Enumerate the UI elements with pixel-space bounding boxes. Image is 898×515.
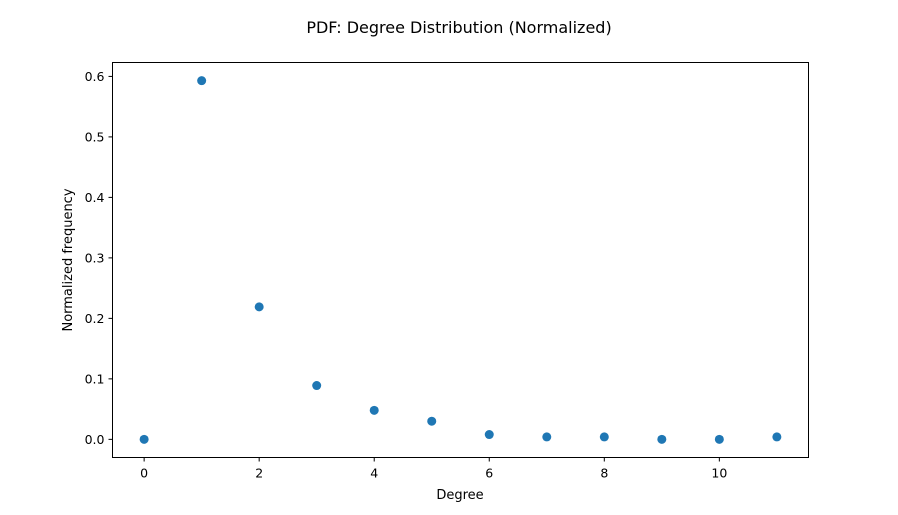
- y-tick-label: 0.5: [85, 129, 105, 144]
- y-tick-label: 0.0: [85, 432, 105, 447]
- data-point: [542, 432, 552, 442]
- x-tick-label: 2: [255, 466, 263, 481]
- y-axis: 0.0 0.1 0.2 0.3 0.4 0.5 0.6: [85, 69, 113, 447]
- data-point: [139, 434, 149, 444]
- y-tick-label: 0.1: [85, 371, 105, 386]
- data-point: [484, 430, 494, 440]
- y-tick-label: 0.2: [85, 311, 105, 326]
- y-tick-label: 0.3: [85, 250, 105, 265]
- plot-area: [112, 62, 809, 458]
- y-axis-label: Normalized frequency: [61, 188, 76, 331]
- x-tick-label: 4: [370, 466, 378, 481]
- data-point: [312, 381, 322, 391]
- data-point: [369, 405, 379, 415]
- data-point: [599, 432, 609, 442]
- y-tick-label: 0.4: [85, 190, 105, 205]
- data-point: [427, 416, 437, 426]
- x-tick-label: 10: [711, 466, 727, 481]
- x-axis-label: Degree: [436, 488, 483, 503]
- data-point: [657, 434, 667, 444]
- chart-title: PDF: Degree Distribution (Normalized): [306, 18, 611, 37]
- data-point: [714, 434, 724, 444]
- data-point: [254, 302, 264, 312]
- x-tick-label: 6: [485, 466, 493, 481]
- x-tick-label: 8: [600, 466, 608, 481]
- x-axis: 0 2 4 6 8 10: [140, 457, 727, 481]
- data-points: [139, 76, 782, 444]
- data-point: [772, 432, 782, 442]
- x-tick-label: 0: [140, 466, 148, 481]
- y-tick-label: 0.6: [85, 69, 105, 84]
- data-point: [197, 76, 207, 86]
